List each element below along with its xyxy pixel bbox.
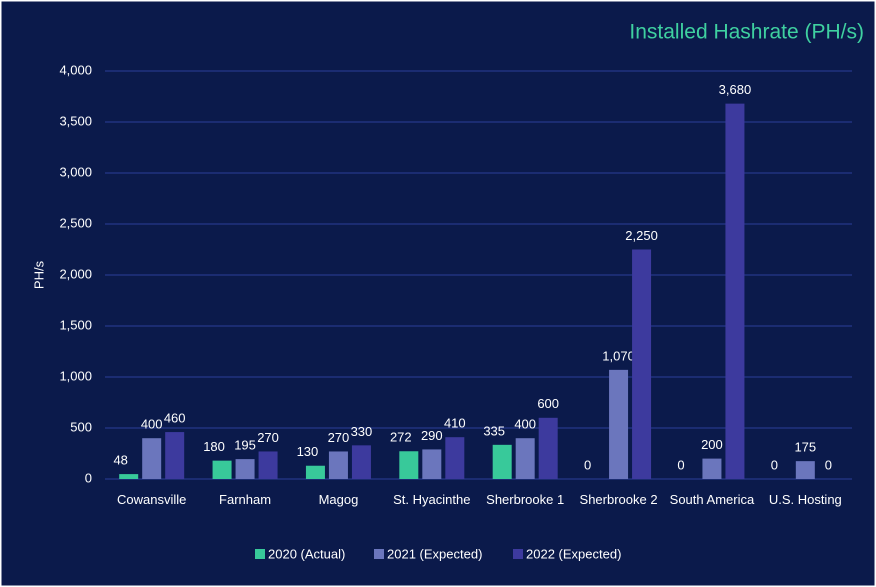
- x-tick-label: Farnham: [219, 492, 272, 507]
- bar: [795, 461, 815, 479]
- data-label: 200: [701, 437, 723, 452]
- y-tick-label: 0: [85, 470, 92, 485]
- bar: [702, 458, 722, 479]
- bar: [422, 449, 442, 479]
- data-label: 272: [390, 430, 412, 445]
- data-label: 3,680: [719, 82, 752, 97]
- x-tick-label: U.S. Hosting: [768, 492, 842, 507]
- bar: [445, 437, 465, 479]
- x-tick-label: Cowansville: [117, 492, 187, 507]
- x-tick-label: Sherbrooke 2: [579, 492, 658, 507]
- bar: [399, 451, 419, 479]
- x-tick-label: Magog: [318, 492, 359, 507]
- data-label: 270: [328, 430, 350, 445]
- y-tick-label: 4,000: [59, 62, 92, 77]
- bar: [538, 417, 558, 479]
- y-tick-label: 3,000: [59, 164, 92, 179]
- bar: [165, 432, 185, 479]
- bar: [609, 369, 629, 479]
- x-tick-label: St. Hyacinthe: [393, 492, 471, 507]
- legend-label: 2020 (Actual): [268, 546, 345, 561]
- data-label: 0: [677, 457, 684, 472]
- data-label: 48: [113, 453, 127, 468]
- data-label: 195: [234, 438, 256, 453]
- y-tick-label: 2,500: [59, 215, 92, 230]
- bar: [212, 460, 232, 479]
- bar: [725, 103, 745, 479]
- data-label: 290: [421, 428, 443, 443]
- bar: [632, 249, 652, 479]
- data-label: 180: [203, 439, 225, 454]
- x-tick-label: Sherbrooke 1: [486, 492, 565, 507]
- data-label: 130: [297, 444, 319, 459]
- bar: [351, 445, 371, 479]
- bar: [142, 438, 162, 479]
- y-axis-label: PH/s: [31, 260, 46, 289]
- data-label: 410: [444, 416, 466, 431]
- data-label: 460: [164, 411, 186, 426]
- legend-swatch: [374, 549, 384, 559]
- data-label: 2,250: [625, 228, 658, 243]
- y-tick-label: 1,500: [59, 317, 92, 332]
- bar: [328, 451, 348, 479]
- data-label: 0: [584, 457, 591, 472]
- bar: [492, 444, 512, 479]
- data-label: 0: [771, 457, 778, 472]
- legend-swatch: [255, 549, 265, 559]
- bar: [258, 451, 278, 479]
- bar: [235, 459, 255, 479]
- legend-label: 2021 (Expected): [387, 546, 482, 561]
- data-label: 400: [514, 417, 536, 432]
- legend-swatch: [513, 549, 523, 559]
- legend-label: 2022 (Expected): [526, 546, 621, 561]
- data-label: 335: [483, 423, 505, 438]
- y-tick-label: 2,000: [59, 266, 92, 281]
- data-label: 270: [257, 430, 279, 445]
- data-label: 0: [825, 457, 832, 472]
- y-tick-label: 500: [70, 419, 92, 434]
- bar: [119, 474, 139, 479]
- data-label: 1,070: [602, 348, 635, 363]
- bar: [515, 438, 535, 479]
- data-label: 330: [351, 424, 373, 439]
- chart-title: Installed Hashrate (PH/s): [629, 21, 864, 44]
- data-label: 600: [537, 396, 559, 411]
- bar: [305, 465, 325, 479]
- data-label: 175: [794, 440, 816, 455]
- y-tick-label: 1,000: [59, 368, 92, 383]
- y-tick-label: 3,500: [59, 113, 92, 128]
- x-tick-label: South America: [669, 492, 755, 507]
- data-label: 400: [141, 417, 163, 432]
